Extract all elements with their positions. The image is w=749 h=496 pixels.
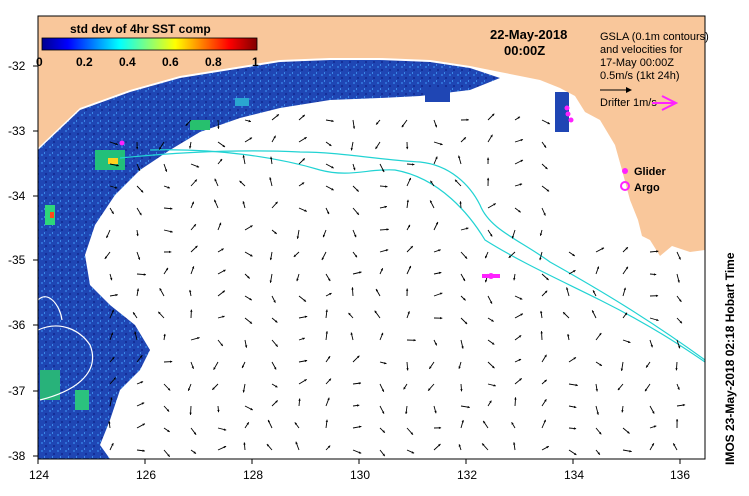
- x-axis: 124 126 128 130 132 134 136: [29, 468, 690, 482]
- legend-line: and velocities for: [600, 44, 683, 56]
- argo-legend-icon: [620, 181, 630, 191]
- svg-text:126: 126: [136, 468, 156, 482]
- svg-text:0.6: 0.6: [162, 55, 179, 69]
- gsla-contours: [38, 149, 705, 401]
- svg-text:-35: -35: [8, 253, 26, 267]
- svg-text:130: 130: [350, 468, 370, 482]
- time-label: 00:00Z: [504, 43, 545, 58]
- svg-text:0.2: 0.2: [76, 55, 93, 69]
- legend-line: 0.5m/s (1kt 24h): [600, 70, 679, 82]
- velocity-arrows: [104, 113, 686, 457]
- y-tick-marks: [33, 65, 38, 457]
- svg-text:-32: -32: [8, 59, 26, 73]
- drifter-label: Drifter 1m/s: [600, 97, 657, 109]
- argo-label: Argo: [634, 182, 660, 194]
- svg-text:1: 1: [252, 55, 259, 69]
- svg-text:124: 124: [29, 468, 49, 482]
- svg-text:0: 0: [36, 55, 43, 69]
- sst-patch: [425, 88, 450, 102]
- svg-text:-34: -34: [8, 189, 26, 203]
- svg-text:-38: -38: [8, 449, 26, 463]
- sst-patch: [555, 92, 569, 132]
- date-label: 22-May-2018: [490, 27, 567, 42]
- svg-text:-37: -37: [8, 384, 26, 398]
- svg-text:128: 128: [243, 468, 263, 482]
- svg-text:-36: -36: [8, 318, 26, 332]
- colorbar: [41, 37, 258, 51]
- svg-text:136: 136: [670, 468, 690, 482]
- legend-line: GSLA (0.1m contours): [600, 31, 709, 43]
- glider-legend-icon: [622, 168, 628, 174]
- svg-text:0.8: 0.8: [205, 55, 222, 69]
- glider-label: Glider: [634, 166, 667, 178]
- y-axis: -32 -33 -34 -35 -36 -37 -38: [8, 59, 26, 463]
- glider-track: [119, 105, 574, 146]
- legend-line: 17-May 00:00Z: [600, 57, 674, 69]
- svg-text:132: 132: [457, 468, 477, 482]
- svg-text:0.4: 0.4: [119, 55, 136, 69]
- plot-frame: [37, 15, 706, 460]
- drifter-arrow-icon: [652, 95, 679, 111]
- argo-track: [482, 273, 500, 279]
- credit-label: IMOS 23-May-2018 02:18 Hobart Time: [723, 252, 737, 465]
- svg-text:134: 134: [564, 468, 584, 482]
- svg-text:-33: -33: [8, 124, 26, 138]
- scale-arrow-icon: [600, 87, 632, 93]
- x-tick-marks: [37, 459, 681, 464]
- colorbar-title: std dev of 4hr SST comp: [70, 22, 211, 36]
- land-australia: [38, 16, 705, 256]
- colorbar-ticks: 0 0.2 0.4 0.6 0.8 1: [36, 55, 259, 69]
- sst-coverage: [38, 60, 500, 459]
